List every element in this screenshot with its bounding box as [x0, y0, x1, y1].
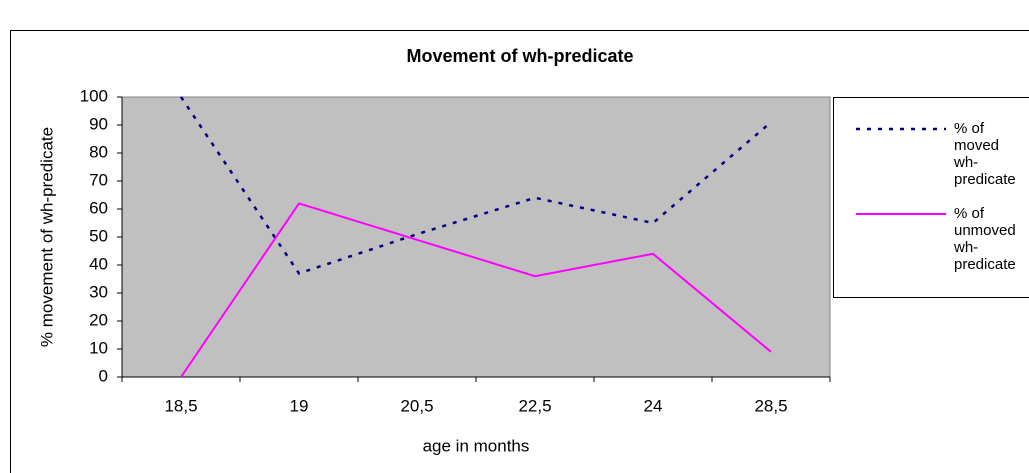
y-tick-label: 30 — [89, 282, 108, 301]
legend-label: % of unmoved wh-predicate — [954, 205, 1016, 273]
y-tick-label: 10 — [89, 338, 108, 357]
y-tick-label: 80 — [89, 142, 108, 161]
x-tick-label: 22,5 — [518, 396, 551, 415]
y-tick-label: 0 — [99, 366, 108, 385]
series-line — [179, 96, 772, 275]
legend-label: % of moved wh-predicate — [954, 120, 1016, 188]
x-tick-label: 20,5 — [400, 396, 433, 415]
y-tick-label: 90 — [89, 114, 108, 133]
x-tick-label: 24 — [644, 396, 663, 415]
x-tick-label: 28,5 — [754, 396, 787, 415]
x-tick-label: 18,5 — [164, 396, 197, 415]
y-tick-label: 60 — [89, 198, 108, 217]
legend-box — [833, 97, 1029, 298]
x-tick-label: 19 — [290, 396, 309, 415]
y-axis-label: % movement of wh-predicate — [37, 127, 56, 347]
x-axis-label: age in months — [423, 436, 530, 455]
plot-area — [121, 96, 831, 378]
y-tick-label: 20 — [89, 310, 108, 329]
y-tick-label: 100 — [80, 86, 108, 105]
chart-title: Movement of wh-predicate — [406, 46, 633, 66]
y-tick-label: 50 — [89, 226, 108, 245]
y-tick-label: 70 — [89, 170, 108, 189]
y-tick-label: 40 — [89, 254, 108, 273]
series-line — [180, 202, 772, 378]
